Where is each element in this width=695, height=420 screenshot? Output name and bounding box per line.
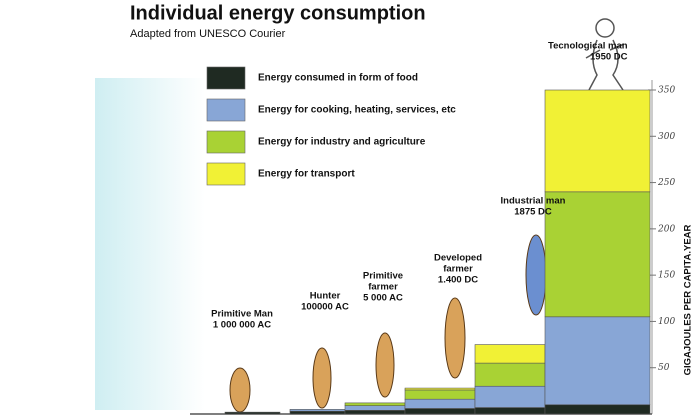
bar-segment	[544, 191, 651, 318]
bar-segment	[474, 385, 546, 408]
category-label: Industrial man	[501, 196, 566, 207]
bar-segment	[404, 387, 476, 391]
figure-technological	[585, 18, 625, 91]
bar-segment	[344, 402, 406, 406]
bar-segment	[404, 398, 476, 409]
y-tick-label: 250	[657, 178, 675, 188]
bar-segment	[544, 316, 651, 406]
figures	[229, 234, 547, 413]
legend-label: Energy consumed in form of food	[258, 73, 418, 84]
bar-segment	[224, 411, 281, 415]
legend-label: Energy for industry and agriculture	[258, 137, 426, 148]
chart-subtitle: Adapted from UNESCO Courier	[130, 28, 286, 40]
category-label: Primitive	[363, 271, 403, 282]
legend-swatch	[206, 162, 246, 186]
y-tick-label: 50	[658, 363, 670, 373]
bar-segment	[344, 409, 406, 415]
category-label: 1875 DC	[514, 207, 552, 218]
legend-label: Energy for cooking, heating, services, e…	[258, 105, 456, 116]
bar-segment	[344, 405, 406, 411]
bar-segment	[544, 89, 651, 193]
bar-segment	[474, 407, 546, 415]
category-label: Hunter	[310, 291, 341, 302]
category-label: farmer	[368, 282, 398, 293]
chart-title: Individual energy consumption	[130, 2, 426, 24]
bar-segment	[544, 404, 651, 415]
category-label: Developed	[434, 253, 482, 264]
category-label: Primitive Man	[211, 309, 273, 320]
category-label: Tecnological man	[548, 41, 628, 52]
bar-segment	[474, 362, 546, 387]
category-label: 1 000 000 AC	[213, 320, 271, 331]
legend-label: Energy for transport	[258, 169, 355, 180]
y-tick-label: 150	[658, 271, 675, 281]
bar-segment	[474, 344, 546, 364]
bar-segment	[404, 389, 476, 400]
y-tick-label: 200	[657, 224, 675, 234]
y-tick-label: 100	[658, 317, 675, 327]
legend-swatch	[206, 130, 246, 154]
bar-segment	[289, 409, 346, 412]
bar-segment	[404, 408, 476, 415]
y-tick-label: 350	[658, 86, 675, 96]
category-label: 5 000 AC	[363, 293, 403, 304]
category-label: 1950 DC	[590, 52, 628, 63]
category-label: farmer	[443, 264, 473, 275]
side-panel	[95, 78, 205, 410]
category-label: 100000 AC	[301, 302, 349, 313]
y-axis-label: GIGAJOULES PER CAPITA.YEAR	[683, 224, 694, 375]
category-label: 1.400 DC	[438, 275, 478, 286]
legend-swatch	[206, 66, 246, 90]
legend-swatch	[206, 98, 246, 122]
y-tick-label: 300	[658, 132, 675, 142]
bar-segment	[289, 410, 346, 415]
